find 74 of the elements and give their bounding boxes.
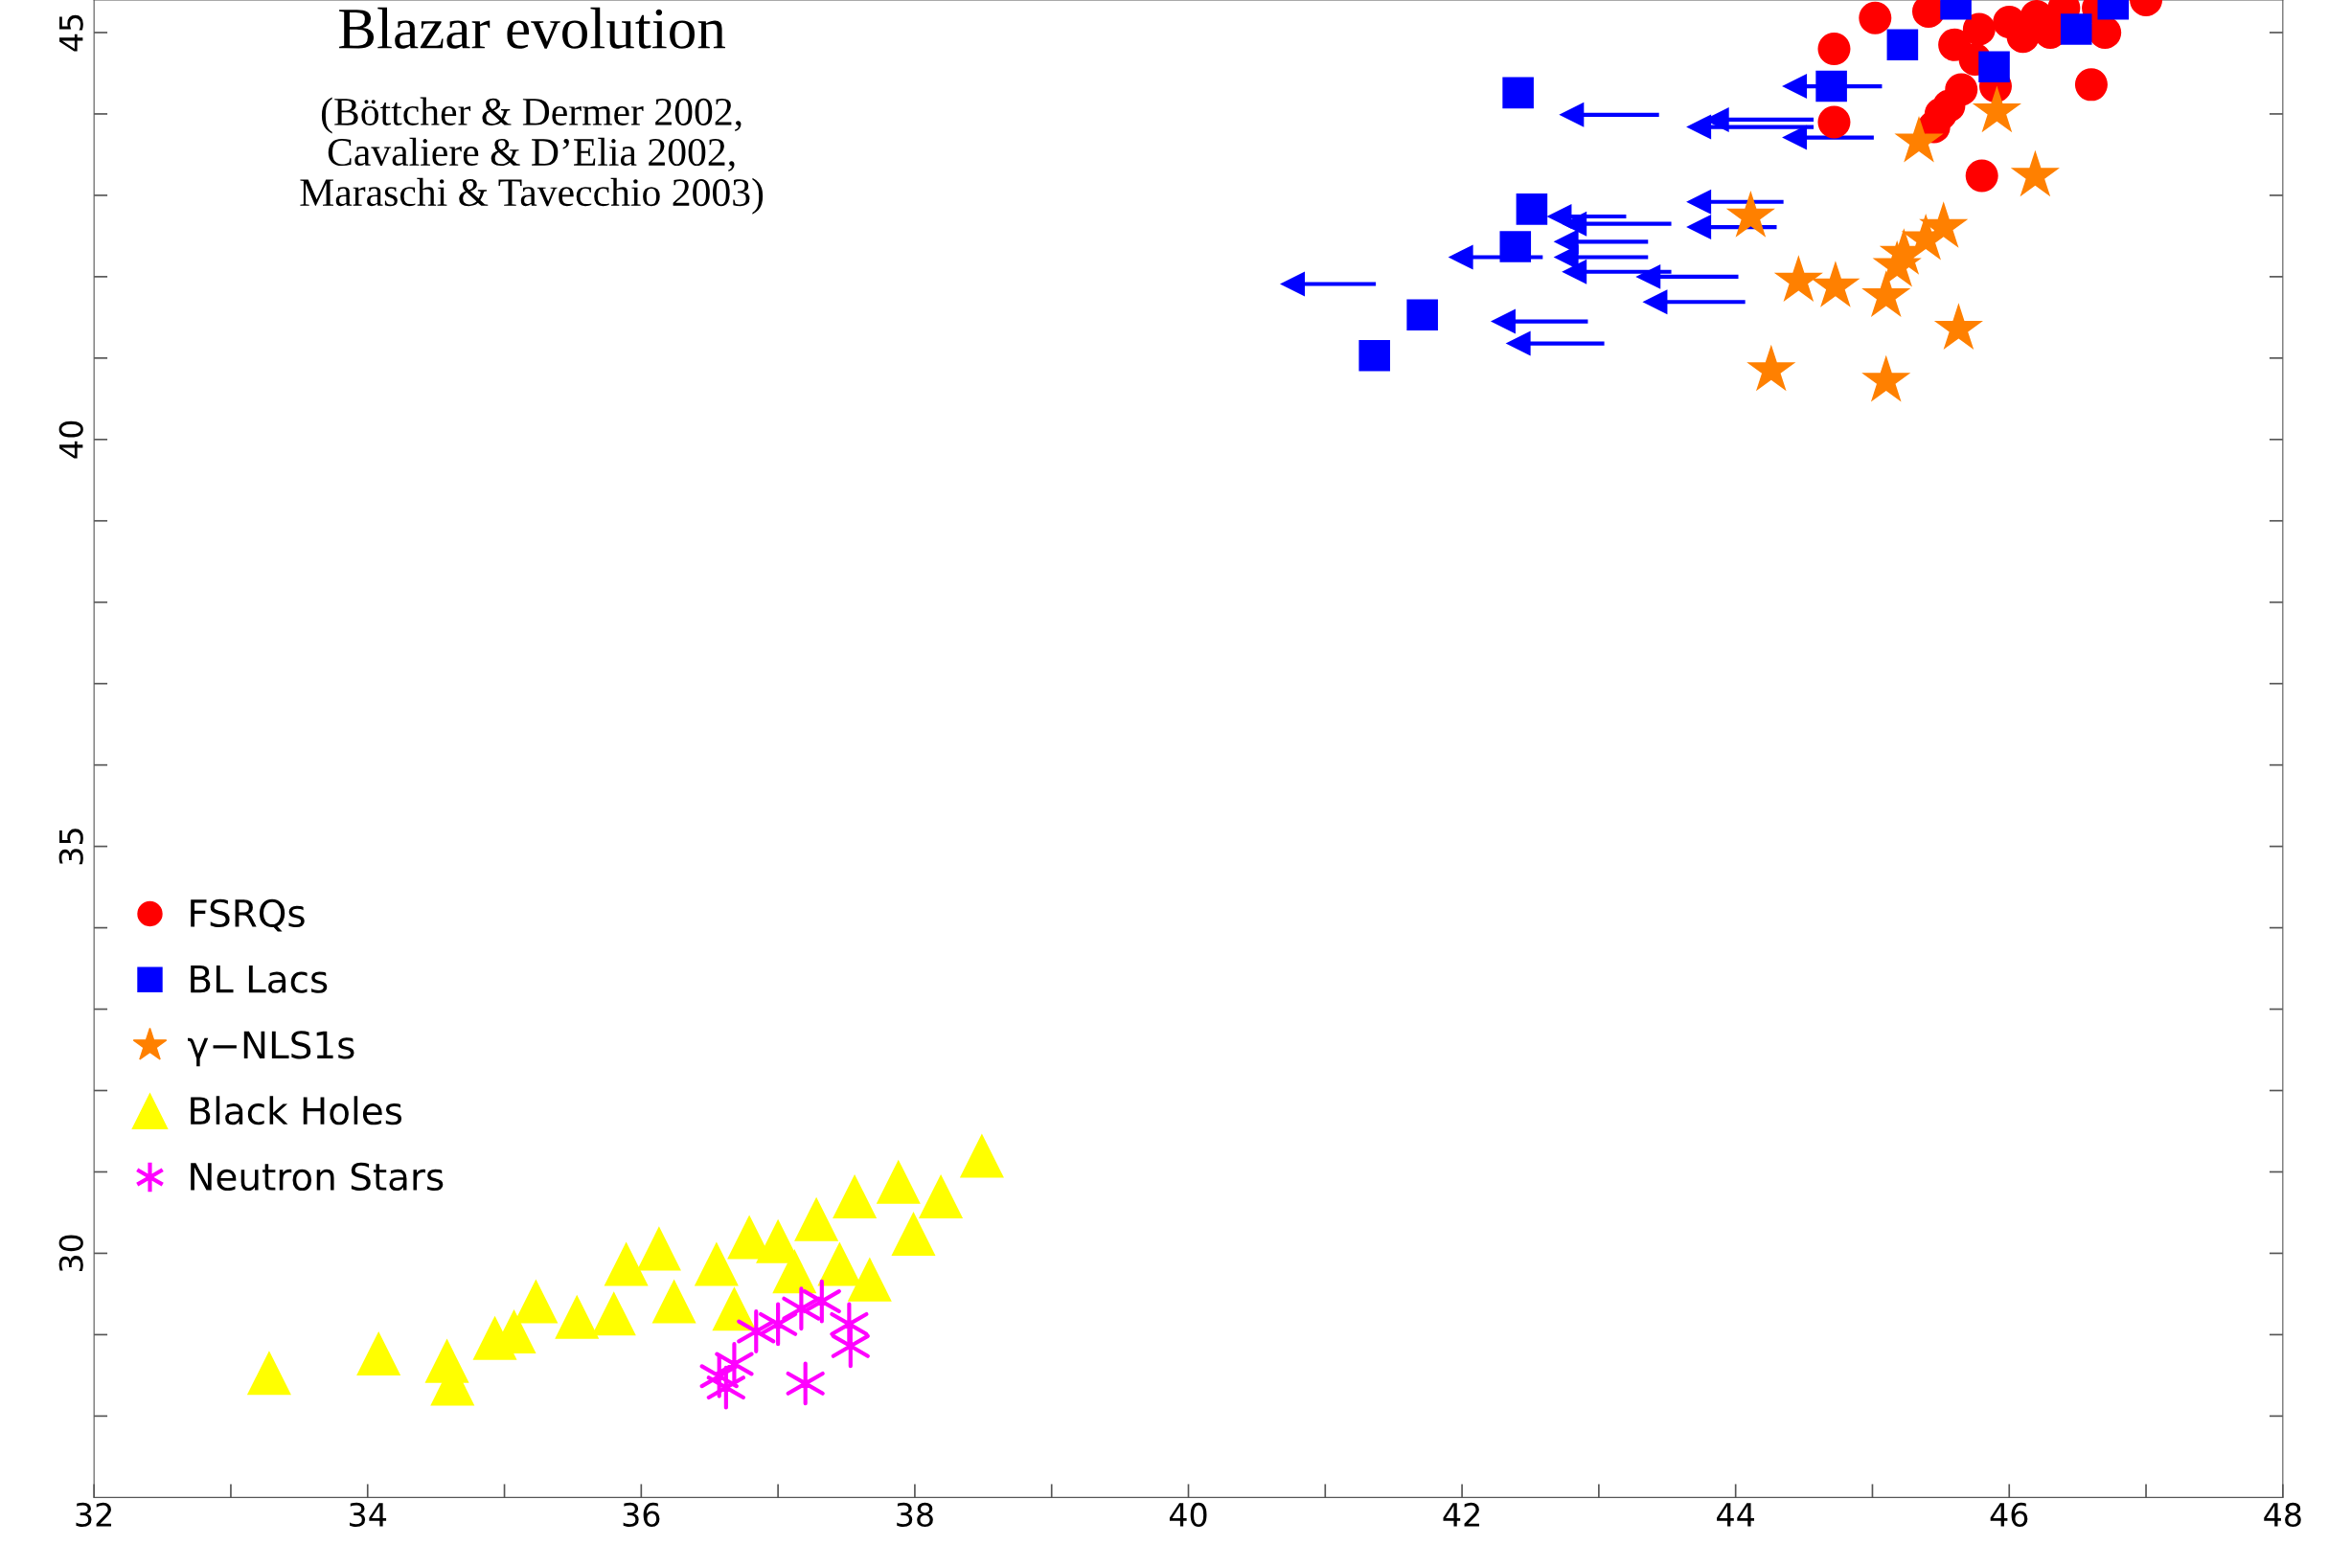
point xyxy=(1280,271,1306,297)
point xyxy=(1978,51,2010,82)
point xyxy=(1817,105,1851,139)
point xyxy=(706,1365,745,1410)
x-tick-label: 40 xyxy=(1169,1502,1207,1527)
point xyxy=(591,1291,636,1336)
x-tick-label: 34 xyxy=(350,1502,387,1527)
point xyxy=(604,1241,649,1286)
point xyxy=(1358,340,1390,372)
point xyxy=(1516,193,1548,225)
point xyxy=(1406,299,1438,331)
legend-label: γ−NLS1s xyxy=(187,1031,354,1067)
text: (Böttcher & Dermer 2002, Cavaliere & D’Elia 2002, Maraschi & Tavecchio 2003) xyxy=(300,97,764,215)
x-tick-label: 48 xyxy=(2264,1502,2301,1527)
point xyxy=(794,1196,839,1241)
y-tick-label: 35 xyxy=(58,829,83,865)
point xyxy=(1562,211,1587,237)
point xyxy=(1505,330,1531,356)
chart-title: Blazar evolution xyxy=(339,7,725,49)
point xyxy=(1962,12,1996,46)
point xyxy=(1859,1,1892,34)
point xyxy=(715,1342,754,1386)
legend-label: FSRQs xyxy=(191,898,305,932)
x-tick-label: 38 xyxy=(897,1502,933,1527)
point xyxy=(694,1241,739,1286)
point xyxy=(1448,244,1473,270)
y-tick-label: 45 xyxy=(59,14,83,52)
point xyxy=(1686,215,1712,240)
legend-label: Neutron Stars xyxy=(191,1162,444,1192)
point xyxy=(959,1133,1004,1178)
x-tick-label: 42 xyxy=(1443,1502,1479,1527)
point xyxy=(737,1309,776,1353)
point xyxy=(758,1302,798,1347)
point xyxy=(1886,29,1919,61)
point xyxy=(1635,263,1661,289)
point xyxy=(833,1173,878,1218)
point xyxy=(1499,231,1532,262)
point xyxy=(847,1257,892,1302)
point xyxy=(772,1249,817,1294)
point xyxy=(1502,77,1534,109)
point xyxy=(651,1279,696,1324)
point xyxy=(356,1330,401,1375)
y-tick-label: 40 xyxy=(58,420,83,459)
point xyxy=(555,1294,600,1339)
point xyxy=(1817,32,1851,65)
point xyxy=(2074,68,2108,102)
point xyxy=(1490,308,1516,334)
point xyxy=(1782,74,1808,100)
point xyxy=(712,1286,757,1331)
point xyxy=(782,1286,821,1331)
y-tick-label: 30 xyxy=(58,1235,83,1272)
point xyxy=(891,1212,936,1257)
point xyxy=(636,1226,681,1271)
point xyxy=(802,1279,841,1324)
point xyxy=(876,1159,921,1204)
x-tick-label: 46 xyxy=(1990,1502,2028,1527)
point xyxy=(1815,70,1847,102)
point xyxy=(919,1173,964,1218)
point xyxy=(1686,189,1712,215)
point xyxy=(1642,289,1668,315)
legend-label: Black Holes xyxy=(191,1096,402,1125)
point xyxy=(246,1351,291,1396)
point xyxy=(1686,114,1712,140)
point xyxy=(1562,259,1587,284)
point xyxy=(1559,102,1585,127)
x-tick-label: 44 xyxy=(1717,1503,1754,1527)
x-tick-label: 36 xyxy=(623,1502,660,1527)
point xyxy=(786,1361,825,1406)
x-tick-label: 32 xyxy=(76,1502,112,1527)
point xyxy=(1945,73,1978,106)
point xyxy=(1782,125,1808,150)
legend-label: BL Lacs xyxy=(191,965,328,993)
point xyxy=(1965,159,1998,193)
point xyxy=(2060,13,2092,45)
